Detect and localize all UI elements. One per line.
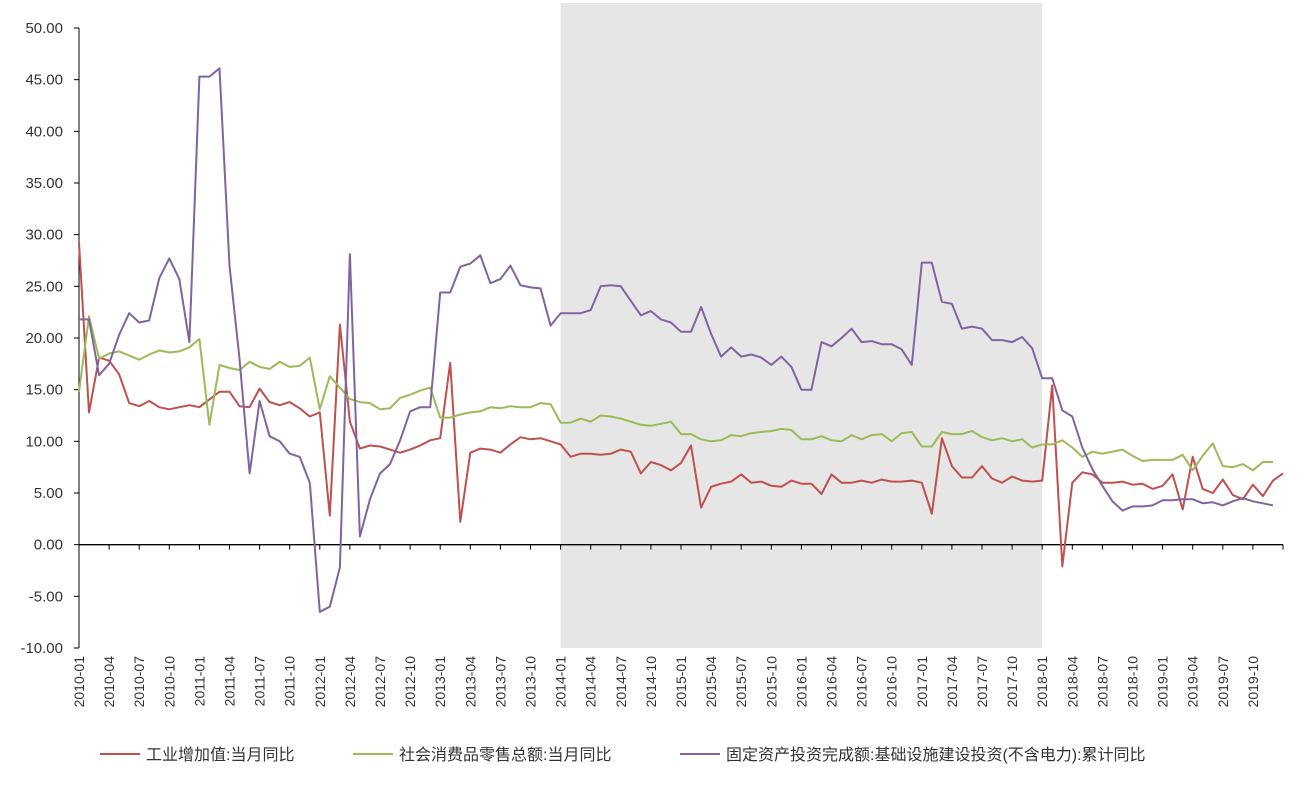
y-tick-label: 50.00 <box>25 20 63 37</box>
x-tick-label: 2015-07 <box>733 656 749 708</box>
legend: 工业增加值:当月同比 社会消费品零售总额:当月同比 固定资产投资完成额:基础设施建设… <box>100 746 1146 764</box>
x-tick-label: 2017-10 <box>1004 656 1020 708</box>
series-line-3 <box>79 67 1274 613</box>
x-tick-label: 2019-07 <box>1215 656 1231 708</box>
x-tick-label: 2013-07 <box>492 656 508 708</box>
shaded-region-layer <box>560 3 1043 648</box>
x-tick-label: 2014-04 <box>583 656 599 708</box>
y-tick-label: 0.00 <box>34 537 63 554</box>
y-tick-label: -5.00 <box>29 588 63 605</box>
x-tick-label: 2013-01 <box>432 656 448 708</box>
x-tick-label: 2014-07 <box>613 656 629 708</box>
x-tick-label: 2010-01 <box>71 656 87 708</box>
series-line-1 <box>78 242 1284 568</box>
x-tick-label: 2011-01 <box>191 656 207 707</box>
x-tick-label: 2016-07 <box>854 656 870 708</box>
x-tick-label: 2016-10 <box>884 656 900 708</box>
x-tick-label: 2017-07 <box>974 656 990 708</box>
series-line-2 <box>78 315 1273 472</box>
shaded-period <box>560 3 1043 648</box>
x-tick-label: 2011-10 <box>282 656 298 707</box>
x-tick-label: 2012-04 <box>342 656 358 708</box>
x-tick-label: 2012-10 <box>402 656 418 708</box>
x-tick-label: 2015-10 <box>763 656 779 708</box>
x-tick-label: 2010-07 <box>131 656 147 708</box>
x-tick-label: 2015-04 <box>703 656 719 708</box>
x-tick-label: 2013-04 <box>462 656 478 708</box>
x-tick-label: 2016-01 <box>793 656 809 708</box>
y-tick-label: 5.00 <box>34 485 63 502</box>
y-tick-label: 40.00 <box>25 123 63 140</box>
axes-layer: 50.00 45.00 40.00 35.00 30.00 25.00 20.00 15.00… <box>20 20 1284 708</box>
x-tick-label: 2016-04 <box>824 656 840 708</box>
legend-label-2: 社会消费品零售总额:当月同比 <box>399 746 611 764</box>
y-tick-label: 25.00 <box>25 278 63 295</box>
legend-label-3: 固定资产投资完成额:基础设施建设投资(不含电力):累计同比 <box>726 746 1146 764</box>
y-tick-label: 45.00 <box>25 72 63 89</box>
y-tick-label: 10.00 <box>25 433 63 450</box>
y-tick-label: 30.00 <box>25 227 63 244</box>
x-tick-label: 2018-04 <box>1064 656 1080 708</box>
x-tick-label: 2013-10 <box>523 656 539 708</box>
legend-label-1: 工业增加值:当月同比 <box>146 746 294 764</box>
x-tick-label: 2014-01 <box>553 656 569 708</box>
x-tick-label: 2017-01 <box>914 656 930 708</box>
x-tick-label: 2018-10 <box>1125 656 1141 708</box>
x-tick-label: 2010-04 <box>101 656 117 708</box>
x-tick-label: 2011-04 <box>222 656 238 707</box>
x-tick-label: 2011-07 <box>252 656 268 707</box>
x-tick-label: 2017-04 <box>944 656 960 708</box>
x-tick-label: 2012-01 <box>312 656 328 708</box>
y-tick-label: 20.00 <box>25 330 63 347</box>
y-tick-label: 15.00 <box>25 382 63 399</box>
x-tick-label: 2019-10 <box>1245 656 1261 708</box>
x-tick-label: 2014-10 <box>643 656 659 708</box>
x-tick-label: 2019-04 <box>1185 656 1201 708</box>
x-tick-label: 2010-10 <box>161 656 177 708</box>
series-layer <box>78 67 1284 613</box>
x-tick-label: 2018-07 <box>1094 656 1110 708</box>
y-tick-label: 35.00 <box>25 175 63 192</box>
x-tick-label: 2012-07 <box>372 656 388 708</box>
x-tick-label: 2018-01 <box>1034 656 1050 708</box>
y-tick-label: -10.00 <box>20 640 63 657</box>
x-tick-label: 2015-01 <box>673 656 689 708</box>
x-tick-label: 2019-01 <box>1155 656 1171 708</box>
